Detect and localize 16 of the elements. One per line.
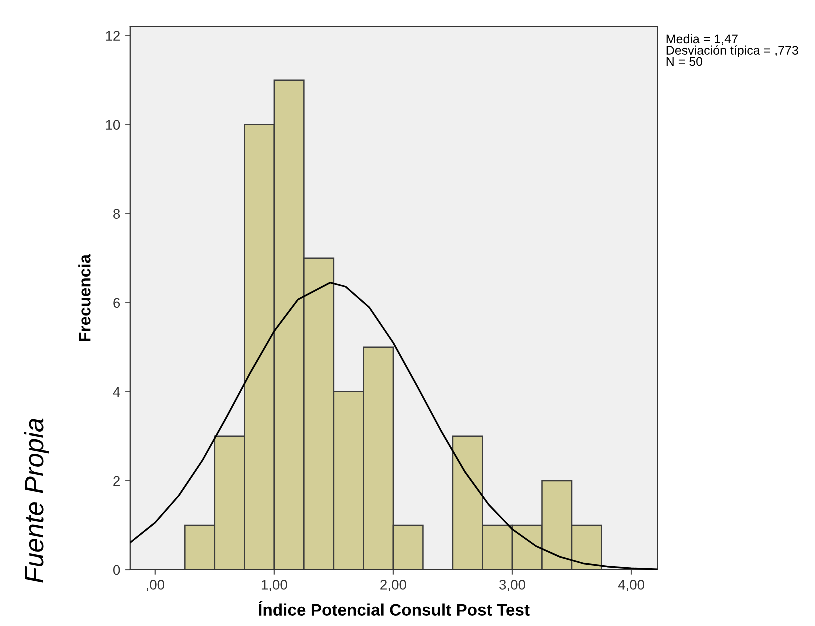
y-tick-label: 12 — [106, 31, 120, 41]
y-tick-label: 0 — [113, 565, 120, 576]
y-tick-label: 8 — [114, 209, 120, 220]
x-tick-label: ,00 — [146, 580, 165, 592]
y-tick-label: 10 — [106, 120, 120, 130]
text: Media = 1,47 Desviación típica = ,773 N = 50 — [666, 34, 798, 66]
y-tick-label: 2 — [114, 476, 120, 486]
x-axis-title: Índice Potencial Consult Post Test — [258, 601, 530, 616]
x-tick-label: 2,00 — [380, 580, 406, 592]
y-axis-title: Frecuencia — [78, 254, 91, 342]
x-tick-label: 4,00 — [618, 580, 644, 592]
x-tick-label: 1,00 — [262, 580, 288, 592]
x-tick-label: 3,00 — [500, 580, 526, 592]
y-tick-label: 6 — [114, 298, 120, 308]
y-tick-label: 4 — [113, 387, 120, 397]
source-note: Fuente Propia — [24, 418, 49, 583]
